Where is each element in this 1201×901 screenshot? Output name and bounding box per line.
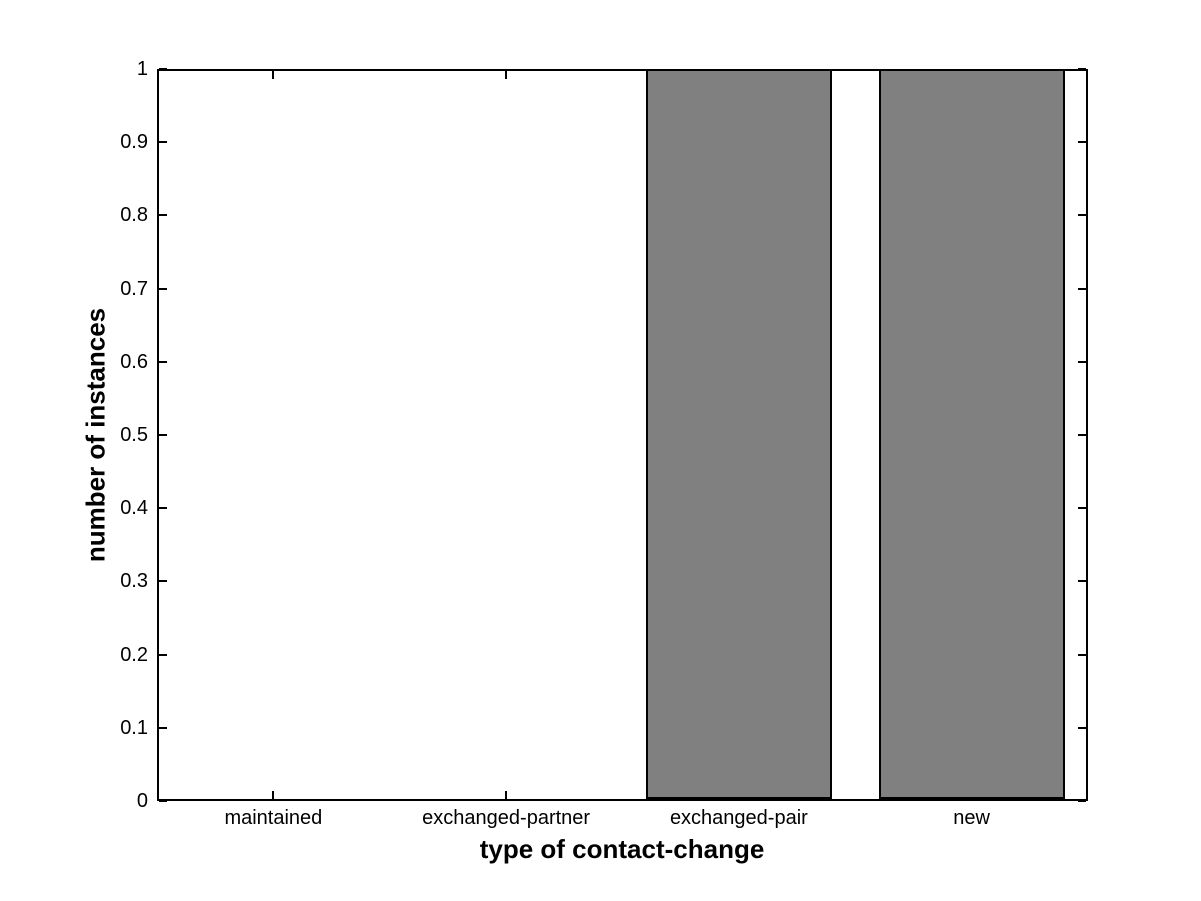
- plot-area: [157, 68, 1088, 802]
- y-tick-right: [1078, 68, 1086, 70]
- y-tick-right: [1078, 141, 1086, 144]
- y-tick-left: [159, 68, 167, 70]
- bar-new: [878, 69, 1065, 799]
- y-tick-left: [159, 434, 167, 436]
- y-tick-right: [1078, 360, 1086, 363]
- y-tick-label: 0.5: [120, 424, 148, 446]
- x-tick-label: maintained: [224, 807, 323, 829]
- y-tick-right: [1078, 287, 1086, 290]
- y-tick-label: 0.8: [120, 204, 148, 227]
- y-tick-left: [159, 800, 167, 802]
- y-tick-label: 0.2: [120, 643, 148, 666]
- y-tick-right: [1078, 434, 1086, 436]
- y-tick-label: 0.4: [120, 497, 148, 520]
- bar-exchanged-pair: [645, 69, 832, 799]
- x-tick-label: exchanged-partner: [422, 807, 591, 829]
- y-tick-right: [1078, 214, 1086, 217]
- x-axis-label: type of contact-change: [479, 834, 765, 864]
- y-tick-right: [1078, 653, 1086, 656]
- y-tick-left: [159, 214, 167, 217]
- y-tick-label: 0.9: [120, 131, 148, 154]
- y-tick-right: [1078, 726, 1086, 729]
- y-tick-right: [1078, 800, 1086, 802]
- y-tick-label: 0.1: [120, 716, 148, 739]
- y-tick-right: [1078, 580, 1086, 583]
- y-tick-left: [159, 141, 167, 144]
- y-tick-label: 0.7: [120, 277, 148, 300]
- x-tick-bottom: [505, 791, 508, 799]
- y-tick-left: [159, 726, 167, 729]
- y-tick-left: [159, 287, 167, 290]
- y-tick-label: 1: [136, 58, 148, 80]
- y-tick-label: 0: [136, 790, 148, 812]
- y-tick-label: 0.6: [120, 350, 148, 373]
- y-tick-label: 0.3: [120, 570, 148, 593]
- x-tick-top: [272, 71, 275, 79]
- x-tick-bottom: [272, 791, 275, 799]
- x-tick-top: [505, 71, 508, 79]
- y-tick-right: [1078, 507, 1086, 510]
- x-tick-label: exchanged-pair: [669, 807, 808, 829]
- y-tick-left: [159, 580, 167, 583]
- x-tick-label: new: [953, 807, 990, 829]
- y-tick-left: [159, 653, 167, 656]
- y-tick-left: [159, 507, 167, 510]
- y-tick-left: [159, 360, 167, 363]
